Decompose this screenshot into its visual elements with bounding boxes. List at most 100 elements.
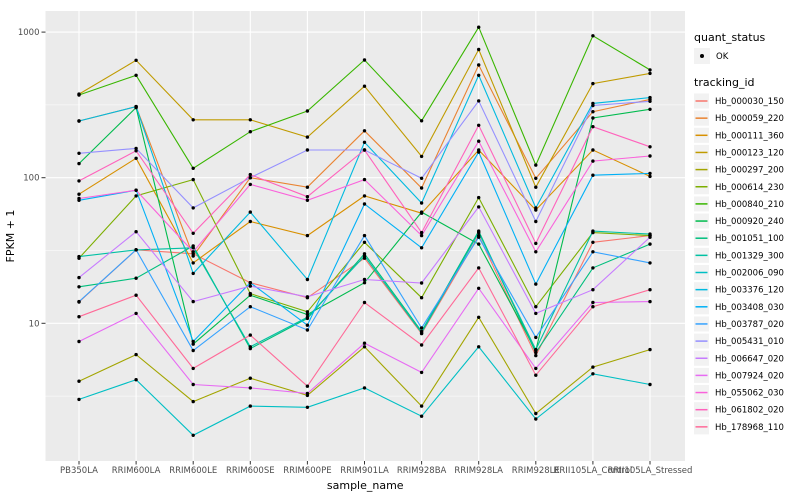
- legend-item-label: Hb_061802_020: [715, 406, 784, 416]
- data-point-marker: [477, 286, 481, 290]
- data-point-marker: [648, 347, 652, 352]
- data-point-marker: [419, 281, 424, 285]
- data-point-marker: [77, 192, 81, 196]
- data-point-marker: [248, 118, 252, 122]
- data-point-marker: [534, 353, 538, 358]
- data-point-marker: [419, 233, 424, 238]
- data-point-marker: [134, 276, 138, 280]
- data-point-marker: [77, 275, 81, 280]
- data-point-marker: [534, 311, 538, 316]
- data-point-marker: [591, 34, 595, 38]
- data-point-marker: [77, 151, 81, 155]
- data-point-marker: [591, 365, 595, 369]
- data-point-marker: [305, 148, 310, 152]
- data-point-marker: [134, 149, 138, 153]
- x-tick-label: RRIM600SE: [226, 466, 275, 476]
- data-point-marker: [534, 373, 538, 377]
- data-point-marker: [77, 179, 81, 183]
- data-point-marker: [648, 71, 652, 76]
- data-point-marker: [362, 254, 367, 258]
- data-point-marker: [362, 140, 367, 144]
- data-point-marker: [305, 312, 310, 317]
- legend-title-quant-status: quant_status: [694, 31, 766, 44]
- data-point-marker: [134, 156, 138, 160]
- data-point-marker: [419, 176, 424, 180]
- data-point-marker: [248, 345, 252, 349]
- data-point-marker: [134, 378, 138, 382]
- data-point-marker: [134, 194, 138, 198]
- data-point-marker: [191, 177, 195, 182]
- legend-item-label: Hb_001051_100: [715, 234, 784, 244]
- data-point-marker: [305, 315, 310, 319]
- data-point-marker: [248, 176, 252, 180]
- data-point-marker: [77, 397, 81, 402]
- data-point-marker: [191, 399, 195, 404]
- data-point-marker: [477, 315, 481, 319]
- data-point-marker: [477, 266, 481, 270]
- data-point-marker: [648, 235, 652, 239]
- data-point-marker: [477, 345, 481, 349]
- data-point-marker: [77, 119, 81, 123]
- data-point-marker: [305, 198, 310, 202]
- data-point-marker: [77, 161, 81, 166]
- legend-item-label: Hb_003408_030: [715, 303, 784, 313]
- data-point-marker: [248, 404, 252, 408]
- data-point-marker: [419, 414, 424, 418]
- data-point-marker: [362, 194, 367, 198]
- data-point-marker: [419, 370, 424, 375]
- data-point-marker: [648, 154, 652, 158]
- data-point-marker: [477, 235, 481, 239]
- data-point-marker: [191, 382, 195, 387]
- data-point-marker: [419, 404, 424, 408]
- data-point-marker: [362, 300, 367, 305]
- x-tick-label: RRIM600PE: [283, 466, 331, 476]
- data-point-marker: [477, 25, 481, 29]
- data-point-marker: [362, 281, 367, 285]
- data-point-marker: [477, 230, 481, 235]
- data-point-marker: [362, 129, 367, 133]
- data-point-marker: [477, 205, 481, 209]
- data-point-marker: [591, 159, 595, 163]
- data-point-marker: [591, 116, 595, 120]
- data-point-marker: [591, 372, 595, 376]
- legend-item-label: Hb_005431_010: [715, 337, 784, 347]
- x-tick-label: RRIM928LE: [512, 466, 560, 476]
- data-point-marker: [77, 379, 81, 383]
- data-point-marker: [591, 305, 595, 309]
- data-point-marker: [591, 229, 595, 233]
- data-point-marker: [648, 242, 652, 246]
- data-point-marker: [305, 310, 310, 314]
- data-point-marker: [305, 135, 310, 139]
- data-point-marker: [134, 104, 138, 109]
- data-point-marker: [591, 250, 595, 254]
- legend-item-label: Hb_003376_120: [715, 286, 784, 296]
- data-point-marker: [191, 366, 195, 371]
- legend-item-label: Hb_000840_210: [715, 200, 784, 210]
- y-tick-label: 100: [23, 174, 39, 184]
- data-point-marker: [534, 219, 538, 224]
- legend-item-label: Hb_000297_200: [715, 166, 784, 176]
- x-tick-label: RRIM901LA: [340, 466, 389, 476]
- x-tick-label: RRIM600LE: [169, 466, 217, 476]
- data-point-marker: [305, 277, 310, 282]
- data-point-marker: [77, 93, 81, 97]
- legend-item-label: Hb_178968_110: [715, 423, 784, 433]
- data-point-marker: [362, 240, 367, 244]
- data-point-marker: [77, 339, 81, 344]
- data-point-marker: [362, 233, 367, 238]
- data-point-marker: [248, 219, 252, 224]
- data-point-marker: [191, 118, 195, 122]
- legend-item-label: Hb_000030_150: [715, 97, 784, 107]
- data-point-marker: [477, 195, 481, 200]
- data-point-marker: [648, 261, 652, 265]
- data-point-marker: [248, 376, 252, 380]
- x-tick-label: RRIM600LA: [112, 466, 161, 476]
- data-point-marker: [419, 343, 424, 347]
- legend-item-label: Hb_000920_240: [715, 217, 784, 227]
- data-point-marker: [248, 386, 252, 390]
- data-point-marker: [419, 186, 424, 190]
- x-tick-label: PB350LA: [60, 466, 98, 476]
- data-point-marker: [248, 284, 252, 288]
- data-point-marker: [362, 84, 367, 88]
